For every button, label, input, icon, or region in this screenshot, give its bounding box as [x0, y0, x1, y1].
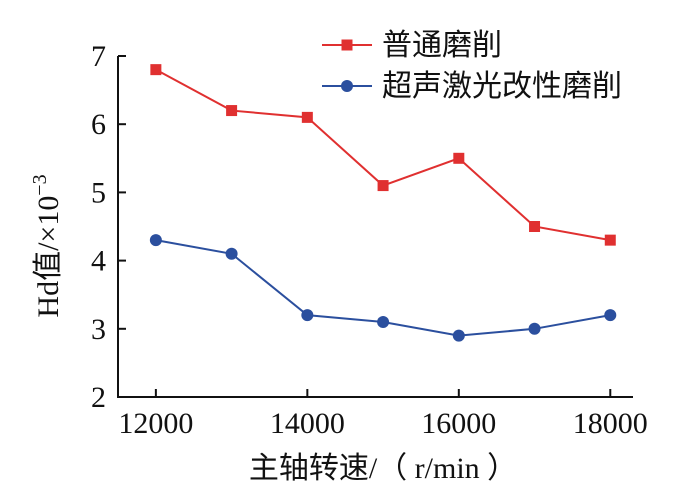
data-point-circle [225, 247, 238, 260]
svg-text:Hd值/×10−3: Hd值/×10−3 [29, 174, 65, 317]
y-axis-label: Hd值/×10−3 [29, 174, 65, 317]
y-axis-ticks: 2 3 4 5 6 7 [91, 40, 126, 414]
data-point-square [226, 105, 238, 117]
data-point-circle [604, 309, 617, 322]
y-axis-label-exponent: −3 [29, 174, 51, 195]
data-point-square [150, 64, 162, 76]
x-tick-label: 14000 [270, 407, 345, 440]
y-tick-label: 5 [91, 176, 106, 209]
legend-marker-square [341, 39, 353, 51]
legend-marker-circle [341, 80, 353, 92]
chart-axes [117, 56, 633, 398]
data-point-circle [452, 329, 465, 342]
x-tick-label: 16000 [421, 407, 496, 440]
data-point-circle [301, 309, 314, 322]
data-point-square [604, 234, 616, 246]
y-tick-label: 6 [91, 108, 106, 141]
x-axis-ticks: 12000 14000 16000 18000 [118, 389, 648, 440]
data-point-circle [528, 322, 541, 335]
data-point-square [301, 111, 313, 123]
legend-label-2: 超声激光改性磨削 [382, 70, 622, 103]
legend-label-1: 普通磨削 [382, 29, 502, 62]
x-tick-label: 18000 [573, 407, 648, 440]
data-point-square [529, 221, 541, 232]
y-tick-label: 2 [91, 381, 106, 414]
x-tick-label: 12000 [118, 407, 193, 440]
data-point-circle [377, 315, 390, 328]
y-tick-label: 7 [91, 40, 106, 73]
y-axis-label-main: Hd值/×10 [32, 196, 65, 318]
series-layer [149, 64, 617, 342]
x-axis-label: 主轴转速/（ r/min ） [249, 452, 517, 485]
data-point-square [453, 152, 465, 164]
data-point-square [377, 180, 389, 192]
y-tick-label: 4 [91, 245, 106, 278]
y-tick-label: 3 [91, 313, 106, 346]
data-point-circle [149, 234, 162, 247]
